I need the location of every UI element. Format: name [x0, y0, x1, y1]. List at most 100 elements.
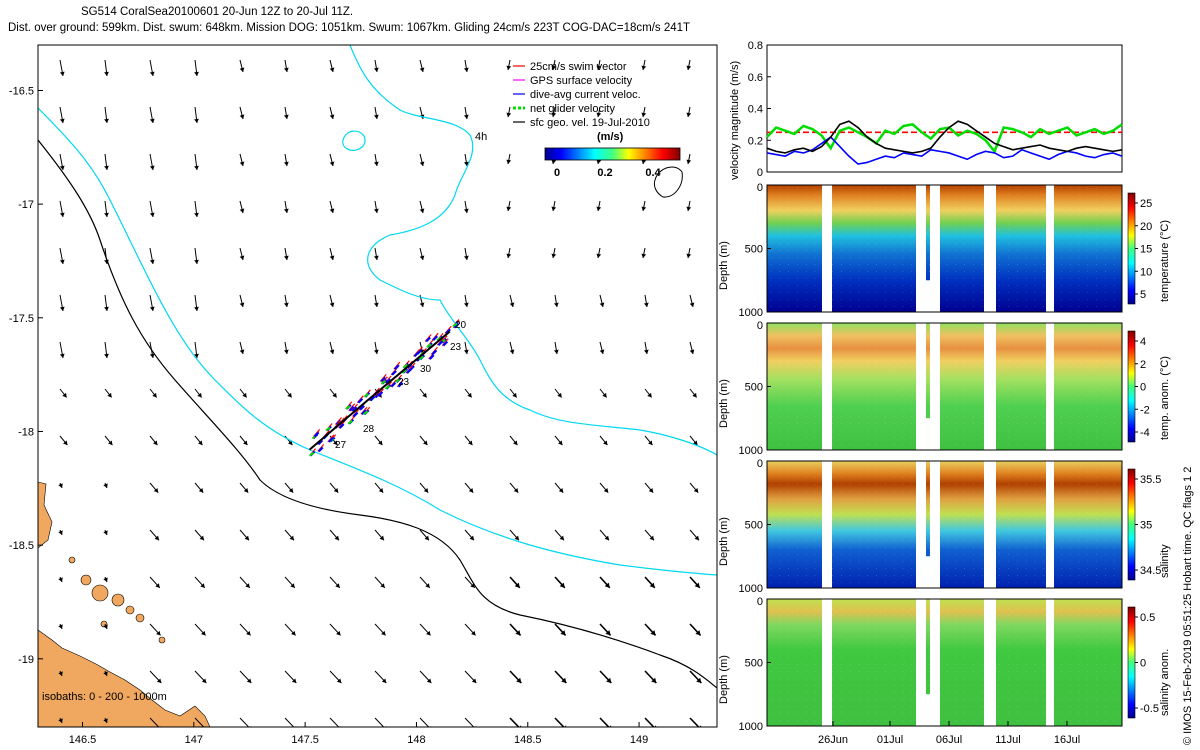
geo-velocity-arrow — [599, 388, 608, 398]
geo-velocity-arrow — [374, 623, 386, 636]
dac-vector — [445, 328, 451, 335]
swim-vector — [352, 409, 360, 417]
geo-velocity-arrowhead — [513, 440, 518, 446]
map-frame — [37, 44, 718, 728]
dac-vector — [363, 409, 370, 416]
geo-velocity-arrowhead — [199, 535, 204, 541]
dac-vector — [317, 439, 324, 446]
swim-vector — [440, 335, 448, 344]
geo-velocity-arrow — [149, 435, 158, 446]
geo-velocity-arrowhead — [426, 678, 432, 684]
swim-vector — [322, 431, 330, 439]
geo-velocity-arrowhead — [419, 255, 425, 260]
swim-vector — [374, 390, 381, 398]
geo-velocity-arrowhead — [654, 725, 657, 727]
net-vector — [309, 451, 315, 457]
geo-velocity-arrow — [509, 670, 522, 684]
geo-velocity-arrow — [554, 341, 558, 355]
geo-velocity-arrowhead — [648, 440, 653, 446]
swim-vector — [333, 420, 341, 429]
geo-velocity-arrowhead — [692, 392, 697, 398]
geo-velocity-arrow — [507, 106, 511, 118]
dac-vector — [425, 336, 431, 343]
geo-velocity-arrow — [59, 717, 63, 724]
geo-velocity-arrow — [284, 59, 288, 73]
geo-velocity-arrowhead — [558, 488, 564, 493]
geo-velocity-arrow — [689, 717, 700, 727]
map-ytick-label: -19 — [18, 654, 34, 666]
loop-isobath — [653, 166, 683, 198]
swim-vector — [396, 379, 404, 388]
geo-velocity-arrow — [329, 200, 334, 214]
missing-data-gap — [822, 461, 832, 588]
net-vector — [329, 437, 335, 443]
swim-vector — [347, 416, 355, 425]
geo-velocity-arrowhead — [373, 349, 379, 354]
geo-velocity-arrowhead — [197, 392, 202, 398]
geo-velocity-arrowhead — [430, 726, 432, 727]
geo-velocity-arrowhead — [340, 726, 342, 727]
geo-velocity-arrow — [419, 576, 431, 589]
geo-velocity-arrow — [239, 153, 244, 167]
geo-velocity-arrowhead — [201, 678, 207, 684]
dac-vector — [406, 363, 413, 369]
geo-velocity-arrow — [329, 529, 340, 541]
geo-velocity-arrowhead — [596, 159, 602, 164]
swim-vector — [419, 347, 427, 356]
geo-velocity-arrowhead — [468, 488, 474, 493]
missing-data-gap — [822, 599, 832, 726]
net-vector — [363, 410, 369, 416]
section-frame — [766, 184, 1123, 313]
geo-velocity-arrow — [374, 717, 385, 727]
geo-velocity-arrow — [104, 294, 108, 312]
geo-velocity-arrow — [284, 623, 296, 636]
geo-velocity-arrow — [104, 482, 108, 489]
dac-vector — [329, 436, 336, 443]
geo-velocity-arrowhead — [329, 349, 335, 354]
geo-velocity-arrow — [597, 106, 601, 118]
geo-velocity-arrow — [374, 388, 383, 398]
dac-vector — [437, 335, 443, 342]
geo-velocity-arrowhead — [243, 488, 249, 493]
section-temperature-anomaly-section: 0 500 1000 Depth (m) 4 2 0 -2 -4 temp. anom. (°C) — [718, 320, 1171, 457]
legend-label-gps: GPS surface velocity — [530, 75, 633, 87]
dac-vector — [420, 350, 427, 357]
swim-vector — [313, 429, 321, 437]
geo-velocity-arrow — [419, 388, 428, 398]
geo-velocity-arrow — [149, 529, 160, 541]
geo-velocity-arrow — [419, 106, 424, 120]
geo-velocity-arrowhead — [373, 67, 379, 72]
section-frame — [766, 322, 1123, 451]
swim-vector — [384, 375, 392, 384]
geo-velocity-arrowhead — [693, 440, 698, 446]
geo-velocity-arrowhead — [599, 349, 605, 354]
geo-velocity-arrow — [239, 482, 249, 493]
net-vector — [337, 421, 343, 426]
geo-velocity-arrowhead — [551, 253, 557, 258]
geo-velocity-arrow — [599, 623, 612, 636]
geo-velocity-arrow — [59, 247, 64, 265]
dac-vector — [357, 397, 364, 404]
dac-vector — [322, 433, 329, 440]
geo-velocity-arrow — [59, 576, 63, 583]
land-reef — [125, 605, 135, 615]
geo-velocity-arrowhead — [605, 630, 611, 636]
geo-velocity-arrowhead — [686, 112, 692, 117]
net-vector — [347, 419, 353, 425]
track-day-label: 23 — [450, 342, 462, 353]
dac-vector — [374, 392, 381, 399]
section-ytick-label: 1000 — [739, 583, 763, 595]
geo-velocity-arrow — [59, 623, 63, 630]
geo-velocity-arrowhead — [373, 302, 379, 307]
geo-velocity-arrow — [194, 529, 205, 541]
missing-data-gap — [920, 694, 940, 726]
geo-velocity-arrowhead — [423, 488, 429, 493]
geo-velocity-arrow — [509, 717, 520, 727]
geo-velocity-arrowhead — [506, 159, 512, 164]
swim-vector — [401, 365, 409, 374]
geo-velocity-arrowhead — [596, 112, 602, 117]
dac-vector — [409, 365, 415, 371]
geo-velocity-arrow — [689, 576, 701, 589]
dac-vector — [323, 432, 330, 439]
geo-velocity-arrowhead — [425, 583, 430, 588]
